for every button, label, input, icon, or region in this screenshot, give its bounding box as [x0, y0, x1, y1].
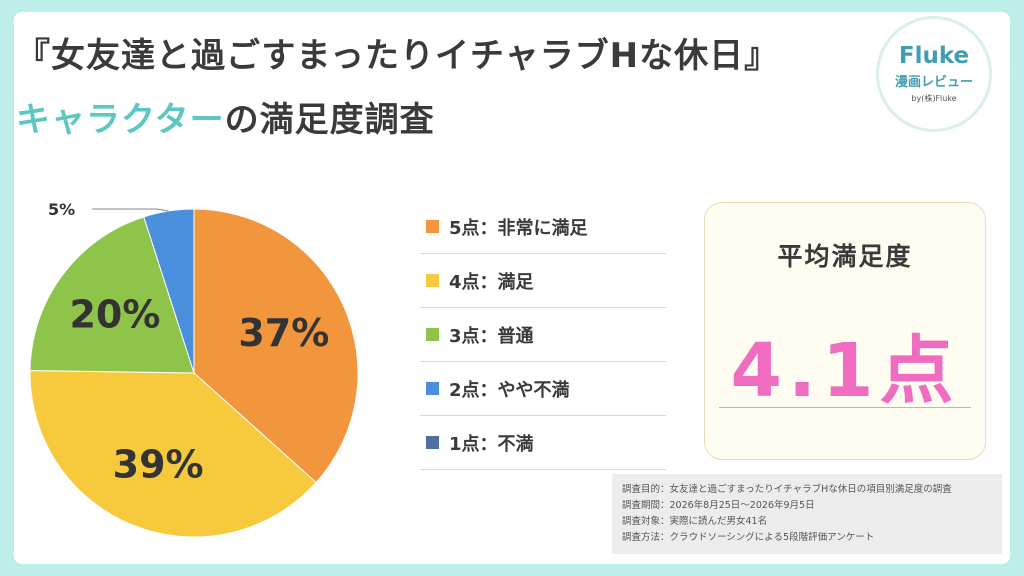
survey-notes: 調査目的：女友達と過ごすまったりイチャラブHな休日の項目別満足度の調査 調査期間：…	[612, 474, 1002, 554]
average-satisfaction-box: 平均満足度 4.1点	[704, 202, 986, 460]
subtitle-rest: の満足度調査	[224, 100, 435, 140]
legend-swatch	[426, 274, 439, 287]
logo-byline: by(株)Fluke	[911, 94, 957, 103]
legend-swatch	[426, 436, 439, 449]
average-underline	[719, 407, 971, 408]
average-value: 4.1点	[730, 328, 960, 414]
pie-slice	[193, 208, 359, 484]
pie-slice-label: 37%	[238, 311, 329, 355]
legend-item: 1点：不満	[420, 416, 666, 470]
pie-slice	[143, 208, 195, 374]
legend-label: 1点：不満	[449, 433, 534, 455]
pie-slice	[29, 216, 195, 374]
chart-legend: 5点：非常に満足 4点：満足 3点：普通 2点：やや不満 1点：不満	[420, 200, 666, 470]
survey-note: 調査方法：クラウドソーシングによる5段階評価アンケート	[622, 532, 875, 543]
pie-slice-label: 20%	[69, 292, 160, 336]
legend-label: 4点：満足	[449, 271, 534, 293]
pie-slice	[29, 369, 317, 538]
survey-note: 調査対象：実際に読んだ男女41名	[622, 516, 768, 527]
pie-slice-label: 39%	[113, 443, 204, 487]
legend-item: 3点：普通	[420, 308, 666, 362]
survey-note: 調査目的：女友達と過ごすまったりイチャラブHな休日の項目別満足度の調査	[622, 484, 952, 495]
legend-swatch	[426, 328, 439, 341]
pie-chart: 37% 39% 20% 5%	[29, 200, 359, 538]
page-title: 『女友達と過ごすまったりイチャラブHな休日』	[16, 36, 780, 76]
legend-label: 2点：やや不満	[449, 379, 570, 401]
legend-item: 5点：非常に満足	[420, 200, 666, 254]
average-title: 平均満足度	[777, 242, 913, 271]
fluke-logo: Fluke 漫画レビュー by(株)Fluke	[876, 16, 992, 132]
legend-item: 2点：やや不満	[420, 362, 666, 416]
survey-note: 調査期間：2026年8月25日～2026年9月5日	[622, 500, 815, 511]
pie-leader-line	[92, 208, 169, 212]
legend-label: 5点：非常に満足	[449, 217, 588, 239]
legend-item: 4点：満足	[420, 254, 666, 308]
legend-swatch	[426, 220, 439, 233]
subtitle-accent: キャラクター	[16, 100, 225, 140]
page-subtitle: キャラクターの満足度調査	[16, 92, 435, 141]
legend-swatch	[426, 382, 439, 395]
logo-subtitle: 漫画レビュー	[894, 75, 973, 90]
logo-name: Fluke	[898, 43, 970, 69]
pie-slice-label: 5%	[48, 200, 75, 219]
legend-label: 3点：普通	[449, 325, 534, 347]
